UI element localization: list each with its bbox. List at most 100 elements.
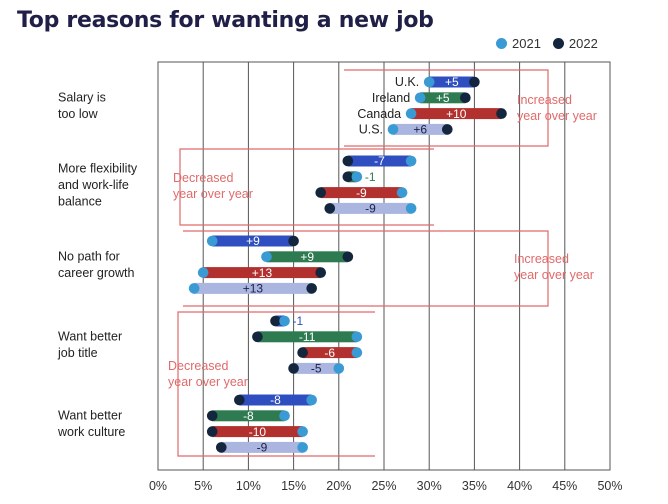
dot-2022 [315, 187, 327, 198]
legend-dot-2022 [552, 38, 564, 49]
change-bar [411, 108, 502, 120]
dot-2021 [351, 347, 363, 358]
x-tick-label: 35% [462, 479, 487, 493]
category-label: work culture [57, 425, 125, 439]
category-label: career growth [58, 266, 134, 280]
change-bar [212, 426, 303, 438]
category-label: No path for [58, 250, 120, 264]
dot-2022 [342, 171, 354, 183]
change-bar [266, 251, 348, 263]
dot-2022 [234, 394, 245, 406]
dot-2021 [197, 267, 209, 278]
category-label: More flexibility [58, 162, 138, 176]
country-label: U.S. [359, 123, 383, 137]
annotation-label: year over year [168, 375, 248, 389]
change-label: -1 [365, 170, 376, 184]
change-label: -11 [299, 330, 316, 344]
annotation-label: Decreased [173, 171, 233, 185]
dot-2021 [351, 171, 363, 183]
x-tick-label: 40% [507, 479, 532, 493]
category-label: job title [57, 346, 98, 360]
annotation-label: Decreased [168, 359, 228, 373]
category-label: Want better [58, 409, 122, 423]
change-bar [420, 92, 466, 104]
annotation-bracket [177, 311, 375, 457]
dot-2021 [396, 187, 408, 198]
dot-2022 [206, 410, 218, 422]
change-bar [429, 76, 475, 88]
dot-2021 [351, 331, 363, 343]
annotation-label: Increased [517, 93, 572, 107]
change-bar [329, 202, 412, 214]
change-label: -6 [324, 346, 335, 360]
change-label: -5 [311, 362, 322, 376]
dot-2021 [261, 251, 272, 263]
change-label: -9 [257, 441, 268, 455]
change-bar [239, 394, 312, 406]
legend-label-2022: 2022 [568, 36, 598, 51]
dot-2022 [297, 347, 308, 358]
change-label: -8 [243, 409, 254, 423]
dot-2022 [206, 426, 218, 437]
dot-2021 [333, 363, 345, 374]
annotation-label: year over year [517, 109, 597, 123]
category-label: too low [58, 107, 99, 121]
x-tick-label: 45% [552, 479, 577, 493]
category-label: and work-life [58, 178, 129, 192]
country-label: U.K. [395, 75, 419, 89]
chart-title: Top reasons for wanting a new job [17, 8, 434, 33]
country-label: Canada [357, 107, 401, 121]
dot-2021 [297, 442, 308, 453]
x-tick-label: 5% [194, 479, 212, 493]
x-tick-label: 10% [236, 479, 261, 493]
change-label: +5 [445, 75, 459, 89]
change-bar [347, 155, 412, 167]
dot-2021 [279, 315, 290, 327]
dot-2021 [405, 108, 417, 119]
dot-2022 [288, 235, 299, 247]
dot-2021 [405, 155, 417, 167]
dot-2022 [342, 251, 354, 263]
annotation-bracket [344, 69, 549, 147]
change-bar [320, 187, 403, 199]
dot-2021 [206, 235, 218, 247]
dot-2021 [405, 203, 417, 214]
change-label: -10 [249, 425, 267, 439]
change-label: -1 [293, 314, 304, 328]
change-bar [212, 410, 285, 422]
dot-2022 [496, 108, 507, 119]
change-label: -9 [365, 202, 376, 216]
dot-2022 [315, 267, 327, 278]
change-bar [393, 123, 448, 135]
dot-2021 [297, 426, 308, 437]
dot-2021 [387, 124, 399, 135]
change-label: +9 [246, 234, 260, 248]
dot-2022 [441, 124, 453, 135]
legend-item-2022: 2022 [552, 36, 598, 51]
dot-2022 [270, 315, 281, 327]
change-bar [302, 347, 357, 359]
dot-2021 [279, 410, 290, 422]
legend-item-2021: 2021 [496, 36, 541, 51]
dot-2022 [469, 76, 480, 88]
dot-2022 [342, 155, 354, 167]
dot-2021 [306, 394, 317, 406]
x-tick-label: 0% [149, 479, 167, 493]
change-label: +10 [446, 107, 467, 121]
change-label: +13 [243, 282, 264, 296]
annotation-bracket [183, 230, 549, 307]
dot-2021 [188, 283, 200, 294]
change-bar [257, 331, 357, 343]
x-tick-label: 25% [371, 479, 396, 493]
annotation-label: Increased [514, 252, 569, 266]
category-label: balance [58, 195, 102, 209]
dot-2022 [252, 331, 263, 343]
x-tick-label: 30% [417, 479, 442, 493]
country-label: Ireland [372, 91, 410, 105]
annotation-bracket [179, 148, 434, 226]
legend: 2021 2022 [496, 36, 610, 51]
category-label: Salary is [58, 91, 106, 105]
category-label: Want better [58, 330, 122, 344]
annotation-label: year over year [173, 187, 253, 201]
